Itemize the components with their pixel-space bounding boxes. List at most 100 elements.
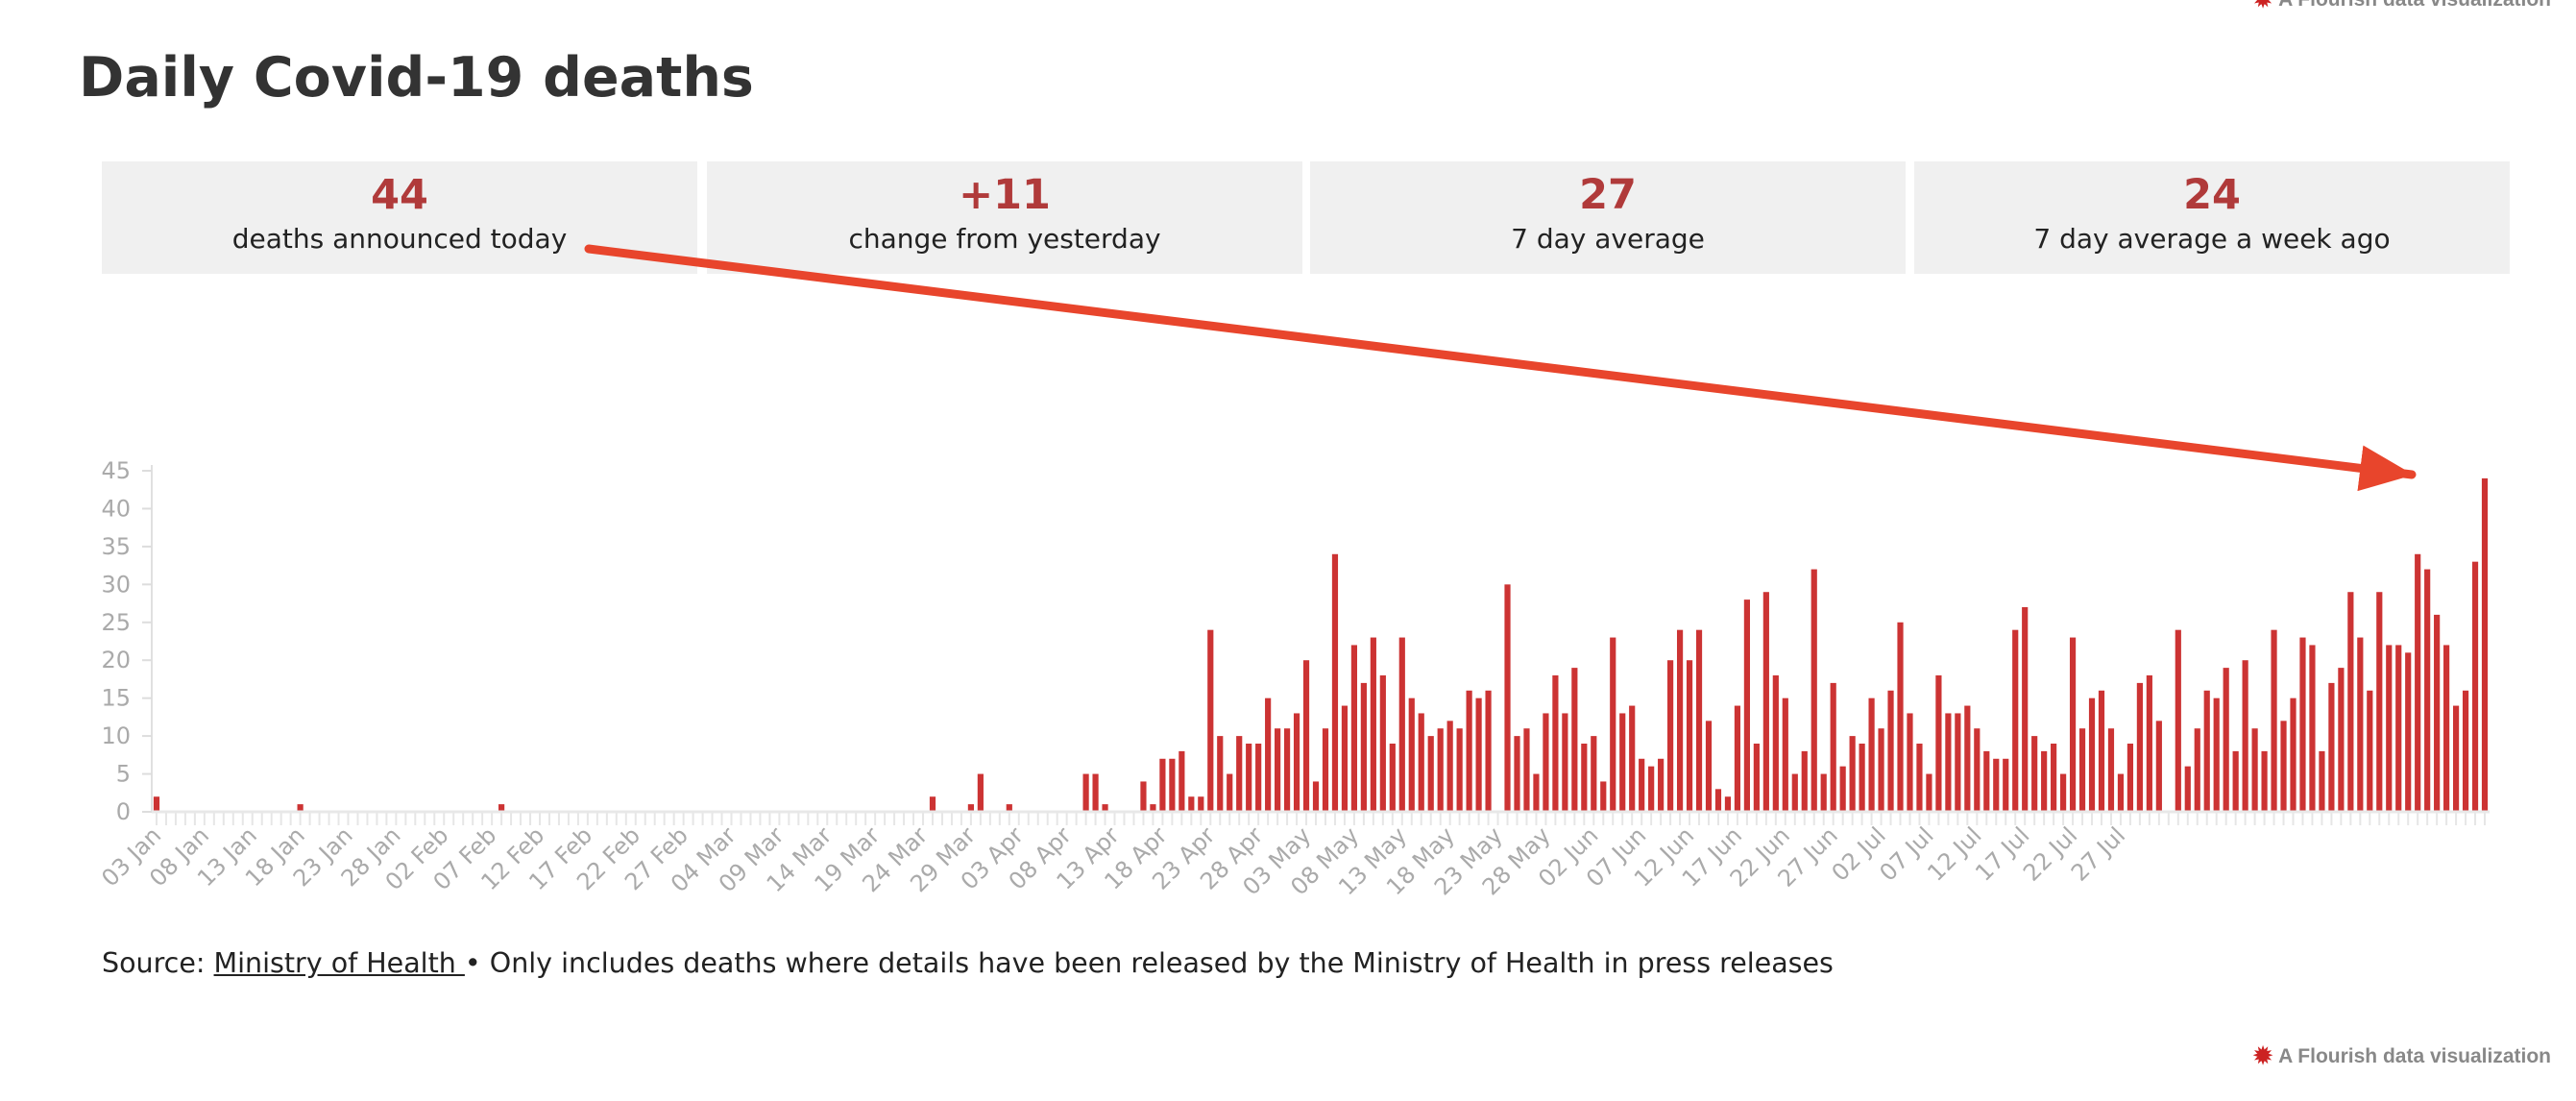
data-bar[interactable]: [2386, 645, 2393, 812]
data-bar[interactable]: [2051, 744, 2057, 812]
data-bar[interactable]: [2481, 477, 2489, 812]
data-bar[interactable]: [1859, 744, 1865, 812]
data-bar[interactable]: [1331, 553, 1339, 812]
data-bar[interactable]: [498, 804, 505, 812]
data-bar[interactable]: [1504, 584, 1511, 812]
data-bar[interactable]: [1179, 750, 1185, 812]
data-bar[interactable]: [1562, 713, 1568, 812]
data-bar[interactable]: [2146, 675, 2152, 812]
data-bar[interactable]: [1350, 645, 1358, 812]
data-bar[interactable]: [1705, 721, 1713, 812]
data-bar[interactable]: [2319, 750, 2325, 812]
data-bar[interactable]: [2415, 553, 2421, 812]
data-bar[interactable]: [1610, 637, 1616, 812]
data-bar[interactable]: [2299, 637, 2306, 812]
data-bar[interactable]: [2357, 637, 2364, 812]
data-bar[interactable]: [1418, 713, 1424, 812]
data-bar[interactable]: [2376, 592, 2383, 812]
data-bar[interactable]: [1456, 728, 1463, 812]
data-bar[interactable]: [1082, 773, 1089, 812]
data-bar[interactable]: [1983, 750, 1990, 812]
data-bar[interactable]: [1389, 744, 1396, 812]
data-bar[interactable]: [1379, 675, 1386, 812]
data-bar[interactable]: [1887, 690, 1894, 812]
data-bar[interactable]: [1236, 736, 1243, 812]
data-bar[interactable]: [2232, 750, 2239, 812]
data-bar[interactable]: [1408, 697, 1415, 812]
data-bar[interactable]: [2395, 645, 2402, 812]
flourish-credit-bottom[interactable]: ✹ A Flourish data visualization: [2253, 1045, 2551, 1068]
data-bar[interactable]: [1275, 728, 1281, 812]
data-bar[interactable]: [1446, 721, 1453, 812]
data-bar[interactable]: [1571, 668, 1578, 812]
data-bar[interactable]: [1246, 744, 1252, 812]
data-bar[interactable]: [2098, 690, 2105, 812]
data-bar[interactable]: [1810, 569, 1817, 812]
data-bar[interactable]: [153, 796, 160, 812]
data-bar[interactable]: [1370, 637, 1376, 812]
data-bar[interactable]: [1667, 660, 1674, 812]
data-bar[interactable]: [1648, 766, 1655, 812]
data-bar[interactable]: [2271, 629, 2277, 812]
data-bar[interactable]: [2194, 728, 2200, 812]
data-bar[interactable]: [1543, 713, 1549, 812]
data-bar[interactable]: [1686, 660, 1693, 812]
data-bar[interactable]: [1868, 697, 1875, 812]
data-bar[interactable]: [1839, 766, 1846, 812]
data-bar[interactable]: [1724, 796, 1732, 812]
data-bar[interactable]: [1312, 781, 1320, 812]
data-bar[interactable]: [2060, 773, 2067, 812]
data-bar[interactable]: [1341, 705, 1349, 812]
data-bar[interactable]: [1198, 796, 1204, 812]
data-bar[interactable]: [1581, 744, 1588, 812]
data-bar[interactable]: [2223, 668, 2229, 812]
data-bar[interactable]: [1102, 804, 1108, 812]
data-bar[interactable]: [977, 773, 984, 812]
data-bar[interactable]: [1207, 629, 1214, 812]
data-bar[interactable]: [1849, 736, 1856, 812]
data-bar[interactable]: [2405, 652, 2412, 812]
data-bar[interactable]: [1772, 675, 1779, 812]
data-bar[interactable]: [1993, 758, 2000, 812]
data-bar[interactable]: [297, 804, 304, 812]
data-bar[interactable]: [2136, 682, 2143, 812]
data-bar[interactable]: [1427, 736, 1434, 812]
data-bar[interactable]: [1955, 713, 1961, 812]
data-bar[interactable]: [1265, 697, 1272, 812]
data-bar[interactable]: [2452, 705, 2460, 812]
data-bar[interactable]: [2471, 561, 2479, 812]
data-bar[interactable]: [1619, 713, 1626, 812]
data-bar[interactable]: [1714, 789, 1722, 812]
data-bar[interactable]: [1533, 773, 1540, 812]
data-bar[interactable]: [1945, 713, 1952, 812]
data-bar[interactable]: [1897, 622, 1904, 812]
data-bar[interactable]: [2126, 744, 2134, 812]
data-bar[interactable]: [2328, 682, 2335, 812]
data-bar[interactable]: [2261, 750, 2268, 812]
flourish-credit-top[interactable]: ✹ A Flourish data visualization: [2253, 0, 2551, 12]
data-bar[interactable]: [2012, 629, 2019, 812]
data-bar[interactable]: [1600, 781, 1607, 812]
data-bar[interactable]: [2107, 728, 2115, 812]
data-bar[interactable]: [1283, 728, 1291, 812]
data-bar[interactable]: [1217, 736, 1224, 812]
data-bar[interactable]: [1820, 773, 1827, 812]
data-bar[interactable]: [2203, 690, 2210, 812]
data-bar[interactable]: [2309, 645, 2316, 812]
data-bar[interactable]: [1591, 736, 1597, 812]
data-bar[interactable]: [1639, 758, 1645, 812]
data-bar[interactable]: [1801, 750, 1808, 812]
data-bar[interactable]: [1293, 713, 1300, 812]
data-bar[interactable]: [1169, 758, 1176, 812]
data-bar[interactable]: [1916, 744, 1923, 812]
data-bar[interactable]: [2031, 736, 2038, 812]
data-bar[interactable]: [1150, 804, 1156, 812]
data-bar[interactable]: [2213, 697, 2220, 812]
data-bar[interactable]: [2443, 645, 2450, 812]
data-bar[interactable]: [1255, 744, 1262, 812]
data-bar[interactable]: [1762, 592, 1769, 812]
data-bar[interactable]: [2175, 629, 2181, 812]
data-bar[interactable]: [1676, 629, 1684, 812]
data-bar[interactable]: [2290, 697, 2297, 812]
source-link[interactable]: Ministry of Health: [213, 947, 465, 979]
